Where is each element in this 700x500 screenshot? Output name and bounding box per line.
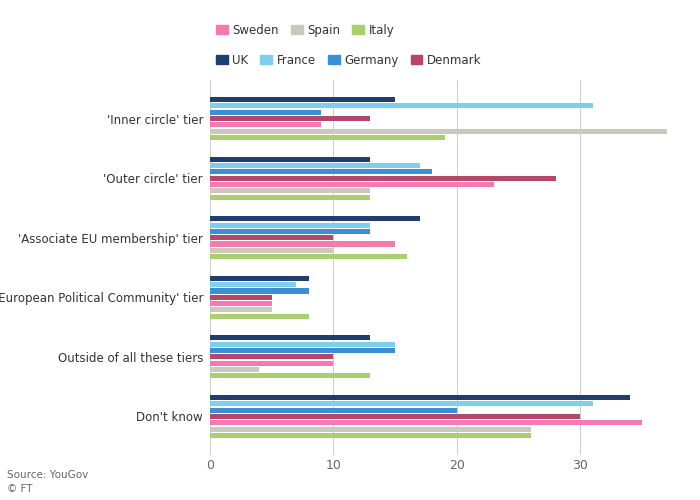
Bar (210, 122, 321, 128)
Bar (210, 408, 457, 412)
Bar (210, 401, 593, 406)
Bar (210, 288, 309, 294)
Bar (210, 420, 642, 426)
Bar (210, 135, 444, 140)
Bar (210, 336, 370, 340)
Bar (210, 229, 370, 234)
Bar (210, 242, 395, 246)
Bar (210, 163, 420, 168)
Bar (210, 128, 666, 134)
Bar (210, 294, 272, 300)
Bar (210, 360, 333, 366)
Bar (210, 301, 272, 306)
Bar (210, 348, 395, 353)
Bar (210, 222, 370, 228)
Bar (210, 104, 593, 108)
Bar (210, 156, 370, 162)
Bar (210, 367, 260, 372)
Bar (210, 194, 370, 200)
Bar (210, 426, 531, 432)
Bar (210, 216, 420, 222)
Bar (210, 374, 370, 378)
Text: Source: YouGov: Source: YouGov (7, 470, 88, 480)
Bar (210, 110, 321, 115)
Bar (210, 354, 333, 360)
Bar (210, 433, 531, 438)
Bar (210, 314, 309, 319)
Bar (210, 308, 272, 312)
Bar (210, 182, 494, 187)
Bar (210, 282, 296, 287)
Bar (210, 170, 432, 174)
Bar (210, 414, 580, 419)
Legend: Sweden, Spain, Italy: Sweden, Spain, Italy (216, 24, 394, 36)
Bar (210, 116, 370, 121)
Bar (210, 395, 629, 400)
Bar (210, 248, 333, 253)
Bar (210, 188, 370, 194)
Bar (210, 342, 395, 347)
Bar (210, 254, 407, 259)
Bar (210, 276, 309, 281)
Text: © FT: © FT (7, 484, 32, 494)
Bar (210, 235, 333, 240)
Bar (210, 97, 395, 102)
Bar (210, 176, 556, 180)
